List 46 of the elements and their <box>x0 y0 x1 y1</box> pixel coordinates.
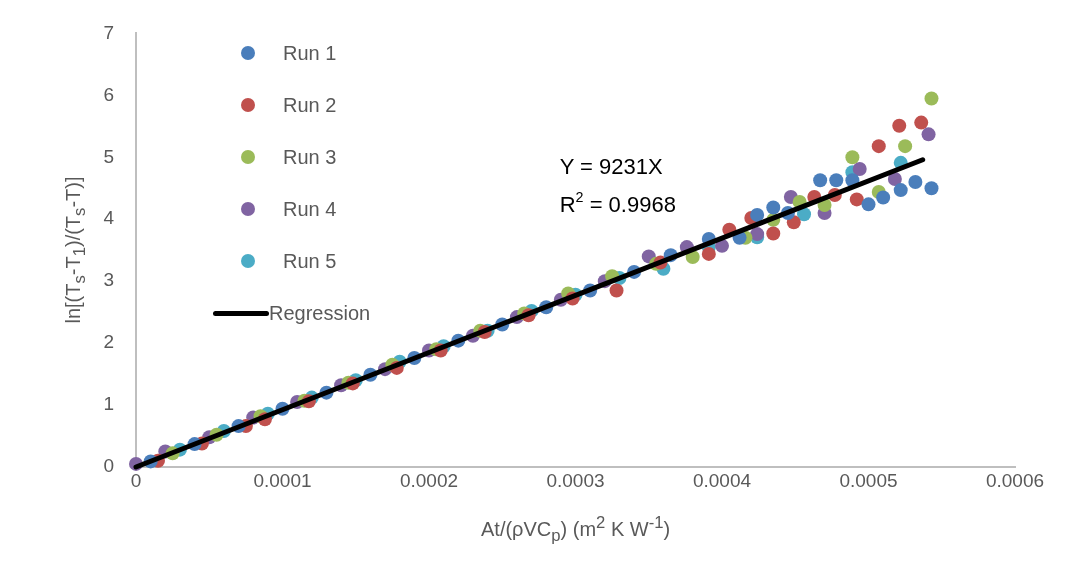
y-tick-label: 3 <box>103 269 114 291</box>
x-axis-title: At/(ρVC$_{p}$) (m$^{2}$ K W$^{-1}$) <box>481 513 671 546</box>
legend-label: Run 3 <box>283 145 337 169</box>
point <box>845 150 860 165</box>
point <box>887 171 902 186</box>
point <box>892 118 907 133</box>
point <box>750 207 765 222</box>
point <box>813 173 828 188</box>
x-tick-label: 0 <box>130 469 142 491</box>
point <box>852 162 867 177</box>
point <box>893 183 908 198</box>
point <box>924 181 939 196</box>
legend-label: Run 4 <box>283 197 337 221</box>
point <box>609 283 624 298</box>
point <box>766 200 781 215</box>
point <box>766 226 781 241</box>
point <box>924 91 939 106</box>
x-tick-label: 0.0001 <box>253 469 312 491</box>
legend-label: Run 1 <box>283 41 337 65</box>
point <box>861 197 876 212</box>
x-tick-label: 0.0006 <box>985 469 1045 491</box>
y-tick-label: 2 <box>103 331 114 353</box>
point <box>871 139 886 154</box>
y-tick-label: 6 <box>103 83 114 105</box>
y-tick-label: 1 <box>103 393 114 415</box>
point <box>715 238 729 253</box>
legend-label: Run 5 <box>283 249 337 273</box>
x-tick-label: 0.0003 <box>546 469 605 491</box>
point <box>876 190 891 205</box>
y-tick-label: 5 <box>103 145 114 167</box>
point <box>898 139 913 154</box>
x-tick-label: 0.0004 <box>692 469 752 491</box>
point <box>829 173 844 188</box>
point <box>921 127 936 142</box>
point <box>849 192 864 207</box>
legend-label: Run 2 <box>283 93 337 117</box>
y-tick-label: 4 <box>103 207 115 229</box>
point <box>914 115 929 130</box>
y-tick-label: 0 <box>103 455 114 477</box>
x-tick-label: 0.0005 <box>839 469 898 491</box>
point <box>701 246 716 261</box>
annotation: Y = 9231X <box>559 154 663 180</box>
legend-label: Regression <box>269 301 371 325</box>
y-tick-label: 7 <box>103 21 114 43</box>
x-tick-label: 0.0002 <box>399 469 459 491</box>
point <box>908 175 923 190</box>
